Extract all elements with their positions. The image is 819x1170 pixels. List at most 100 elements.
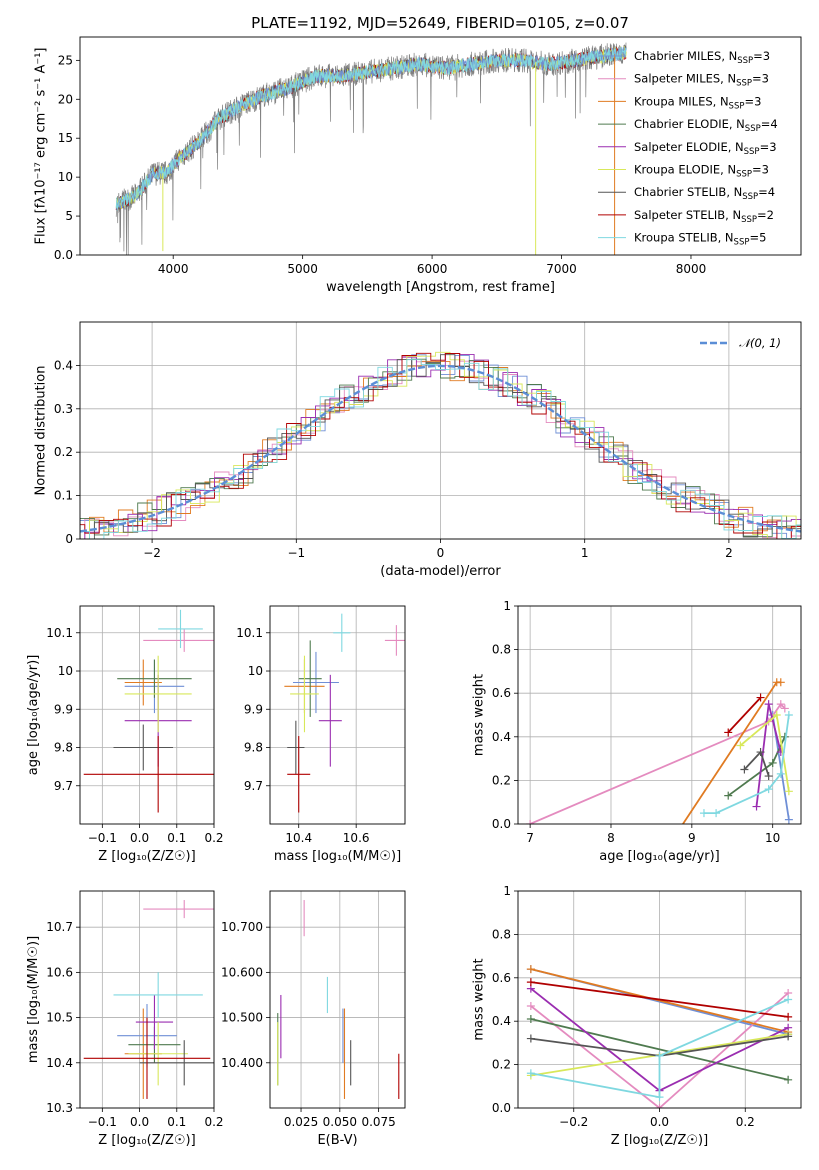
legend-nssp-value: =3: [752, 72, 769, 86]
legend-label-chabrier-elodie: Chabrier ELODIE, NSSP=4: [634, 117, 778, 134]
age-vs-mass-xtick-label: 10.6: [343, 831, 370, 845]
residuals-ytick-label: 0.3: [54, 402, 73, 416]
mass-vs-z-ylabel: mass [log₁₀(M/M☉)]: [26, 936, 41, 1063]
mass-vs-ebv-xtick-label: 0.025: [284, 1115, 318, 1129]
spectrum-ytick-label: 20: [58, 92, 73, 106]
age-vs-z-xtick-label: 0.1: [167, 831, 186, 845]
residuals-xtick-label: −1: [287, 546, 305, 560]
residuals-ytick-label: 0.2: [54, 445, 73, 459]
weight-marker-kroupa-elodie: [772, 711, 781, 719]
age-vs-z-xtick-label: 0.2: [204, 831, 223, 845]
residuals-xlabel: (data-model)/error: [380, 564, 501, 579]
mass-vs-ebv-xtick-label: 0.050: [323, 1115, 357, 1129]
mass-vs-ebv-ytick-label: 10.700: [221, 920, 263, 934]
age-vs-mass-ytick-label: 10.1: [236, 626, 263, 640]
mass-vs-ebv-ytick-label: 10.400: [221, 1056, 263, 1070]
legend-label-chabrier-miles: Chabrier MILES, NSSP=3: [634, 49, 770, 66]
weight-vs-z-ytick-label: 0.0: [492, 1101, 511, 1115]
figure-title: PLATE=1192, MJD=52649, FIBERID=0105, z=0…: [251, 14, 629, 32]
weight-marker-salpeter-stelib: [756, 693, 765, 702]
legend-subscript: SSP: [729, 101, 745, 111]
histogram-kroupa-stelib: [80, 359, 801, 539]
spectrum-ylabel: Flux [fλ10⁻¹⁷ erg cm⁻² s⁻¹ A⁻¹]: [33, 47, 48, 244]
residuals-ytick-label: 0.4: [54, 358, 73, 372]
mass-vs-z-xtick-label: −0.1: [88, 1115, 117, 1129]
weight-marker-chabrier-elodie: [784, 1075, 793, 1084]
weight-vs-age-xtick-label: 9: [688, 831, 696, 845]
age-vs-z-ytick-label: 9.9: [54, 702, 73, 716]
weight-marker-kroupa-stelib: [699, 809, 708, 818]
weight-vs-z-frame: [517, 890, 802, 1109]
legend-label-normal: 𝒩(0, 1): [739, 336, 781, 350]
histogram-salpeter-stelib: [80, 352, 801, 539]
legend-subscript: SSP: [736, 79, 752, 89]
histogram-kroupa-elodie: [80, 351, 801, 539]
weight-vs-age-xtick-label: 10: [765, 831, 780, 845]
weight-line-chabrier-elodie: [530, 1018, 789, 1081]
mass-vs-ebv-frame: [269, 890, 406, 1109]
weight-marker-chabrier-elodie: [768, 758, 777, 767]
legend-nssp-value: =3: [760, 140, 777, 154]
weight-line-salpeter-stelib: [727, 696, 762, 734]
weight-marker-salpeter-miles: [780, 704, 789, 713]
legend-nssp-value: =3: [744, 94, 761, 108]
weight-vs-age-ylabel: mass weight: [471, 674, 486, 756]
legend-subscript: SSP: [736, 170, 752, 180]
spectrum-ytick-label: 10: [58, 170, 73, 184]
residuals-xtick-label: 0: [437, 546, 445, 560]
spectrum-xtick-label: 4000: [158, 262, 189, 276]
weight-vs-z-ytick-label: 0.4: [492, 1014, 511, 1028]
weight-vs-age-frame: [517, 605, 802, 825]
mass-vs-z-ytick-label: 10.5: [46, 1011, 73, 1025]
age-vs-mass-ytick-label: 9.9: [244, 702, 263, 716]
mass-vs-z-xtick-label: 0.2: [204, 1115, 223, 1129]
mass-vs-z-plot-area: [83, 900, 214, 1099]
spectrum-xtick-label: 5000: [287, 262, 318, 276]
weight-vs-z-ytick-label: 0.2: [492, 1058, 511, 1072]
legend-subscript: SSP: [734, 238, 750, 248]
legend-label-chabrier-stelib: Chabrier STELIB, NSSP=4: [634, 185, 775, 202]
weight-marker-salpeter-miles: [776, 700, 785, 709]
legend-label-kroupa-stelib: Kroupa STELIB, NSSP=5: [634, 231, 766, 248]
legend-nssp-value: =2: [757, 208, 774, 222]
histogram-salpeter-elodie: [80, 353, 801, 539]
spectrum-plot-area: [115, 42, 627, 255]
weight-vs-z-xlabel: Z [log₁₀(Z/Z☉)]: [611, 1133, 708, 1148]
weight-vs-age-ytick-label: 0.4: [492, 730, 511, 744]
histogram-salpeter-miles: [80, 353, 801, 539]
weight-marker-salpeter-stelib: [784, 1012, 793, 1021]
residuals-ytick-label: 0.1: [54, 489, 73, 503]
mass-vs-ebv-ytick-label: 10.500: [221, 1011, 263, 1025]
age-vs-mass-frame: [269, 605, 406, 825]
weight-vs-age-xtick-label: 8: [607, 831, 615, 845]
weight-marker-kroupa-stelib: [712, 809, 721, 818]
weight-marker-kroupa-miles: [672, 831, 680, 839]
age-vs-mass-xlabel: mass [log₁₀(M/M☉)]: [274, 849, 401, 864]
weight-marker-salpeter-miles: [526, 1002, 535, 1011]
spectrum-xtick-label: 6000: [417, 262, 448, 276]
legend-label-kroupa-miles: Kroupa MILES, NSSP=3: [634, 94, 761, 111]
weight-marker-salpeter-miles: [655, 1104, 664, 1108]
weight-marker-kroupa-stelib: [776, 769, 785, 778]
weight-vs-z-ytick-label: 1: [503, 884, 511, 898]
weight-vs-age-plot-area: [526, 678, 793, 839]
histogram-kroupa-miles: [80, 360, 801, 539]
age-vs-mass-ytick-label: 9.8: [244, 741, 263, 755]
weight-marker-chabrier-stelib: [526, 1034, 535, 1043]
age-vs-z-xtick-label: 0.0: [130, 831, 149, 845]
legend-nssp-value: =4: [758, 185, 775, 199]
weight-marker-chabrier-stelib: [784, 1032, 793, 1041]
normal-distribution-curve: [80, 364, 801, 533]
weight-vs-z-xtick-label: 0.0: [650, 1115, 669, 1129]
legend-nssp-value: =3: [753, 49, 770, 63]
mass-vs-z-ytick-label: 10.3: [46, 1101, 73, 1115]
legend-subscript: SSP: [745, 124, 761, 134]
residuals-xtick-label: 2: [725, 546, 733, 560]
weight-line-salpeter-miles: [530, 992, 789, 1108]
mass-vs-z-xtick-label: 0.1: [167, 1115, 186, 1129]
residuals-ylabel: Normed distribution: [33, 366, 48, 496]
residuals-ytick-label: 0: [65, 532, 73, 546]
weight-line-kroupa-stelib: [704, 714, 790, 814]
weight-marker-salpeter-stelib: [724, 728, 733, 737]
